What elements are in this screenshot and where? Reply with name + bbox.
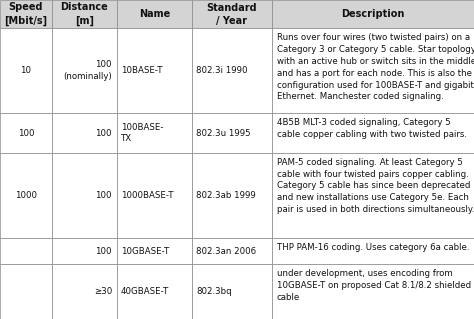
Text: 802.3i 1990: 802.3i 1990 bbox=[196, 66, 247, 75]
Bar bbox=[117, 28, 192, 113]
Bar bbox=[52, 28, 117, 113]
Text: 100: 100 bbox=[95, 191, 112, 200]
Bar bbox=[52, 264, 117, 319]
Bar bbox=[272, 113, 474, 153]
Text: 802.3an 2006: 802.3an 2006 bbox=[196, 247, 256, 256]
Bar bbox=[192, 153, 272, 238]
Bar bbox=[0, 264, 52, 319]
Text: 100
(nominally): 100 (nominally) bbox=[63, 60, 112, 81]
Bar bbox=[117, 153, 192, 238]
Bar bbox=[52, 0, 117, 28]
Bar bbox=[117, 113, 192, 153]
Bar bbox=[52, 238, 117, 264]
Text: under development, uses encoding from
10GBASE-T on proposed Cat 8.1/8.2 shielded: under development, uses encoding from 10… bbox=[277, 269, 471, 302]
Text: 802.3bq: 802.3bq bbox=[196, 287, 232, 296]
Text: 100: 100 bbox=[95, 129, 112, 137]
Text: ≥30: ≥30 bbox=[94, 287, 112, 296]
Bar bbox=[272, 0, 474, 28]
Bar bbox=[117, 238, 192, 264]
Bar bbox=[0, 153, 52, 238]
Text: 10BASE-T: 10BASE-T bbox=[121, 66, 163, 75]
Bar bbox=[0, 28, 52, 113]
Bar bbox=[192, 264, 272, 319]
Bar bbox=[117, 264, 192, 319]
Text: 10GBASE-T: 10GBASE-T bbox=[121, 247, 169, 256]
Bar bbox=[0, 238, 52, 264]
Text: Runs over four wires (two twisted pairs) on a
Category 3 or Category 5 cable. St: Runs over four wires (two twisted pairs)… bbox=[277, 33, 474, 101]
Text: Standard
/ Year: Standard / Year bbox=[207, 3, 257, 26]
Text: 802.3u 1995: 802.3u 1995 bbox=[196, 129, 251, 137]
Bar bbox=[52, 113, 117, 153]
Bar bbox=[272, 153, 474, 238]
Bar bbox=[52, 153, 117, 238]
Text: Speed
[Mbit/s]: Speed [Mbit/s] bbox=[4, 3, 47, 26]
Text: 100: 100 bbox=[18, 129, 34, 137]
Text: THP PAM-16 coding. Uses category 6a cable.: THP PAM-16 coding. Uses category 6a cabl… bbox=[277, 243, 470, 252]
Text: 802.3ab 1999: 802.3ab 1999 bbox=[196, 191, 256, 200]
Text: PAM-5 coded signaling. At least Category 5
cable with four twisted pairs copper : PAM-5 coded signaling. At least Category… bbox=[277, 158, 474, 214]
Bar bbox=[0, 113, 52, 153]
Text: 100BASE-
TX: 100BASE- TX bbox=[121, 123, 164, 144]
Text: Description: Description bbox=[341, 9, 405, 19]
Text: 1000: 1000 bbox=[15, 191, 37, 200]
Text: 1000BASE-T: 1000BASE-T bbox=[121, 191, 173, 200]
Text: 100: 100 bbox=[95, 247, 112, 256]
Bar bbox=[272, 264, 474, 319]
Bar bbox=[192, 28, 272, 113]
Text: 40GBASE-T: 40GBASE-T bbox=[121, 287, 169, 296]
Bar bbox=[117, 0, 192, 28]
Text: Distance
[m]: Distance [m] bbox=[61, 3, 109, 26]
Bar bbox=[192, 238, 272, 264]
Bar bbox=[192, 113, 272, 153]
Text: 4B5B MLT-3 coded signaling, Category 5
cable copper cabling with two twisted pai: 4B5B MLT-3 coded signaling, Category 5 c… bbox=[277, 118, 467, 139]
Bar bbox=[272, 28, 474, 113]
Text: 10: 10 bbox=[20, 66, 31, 75]
Text: Name: Name bbox=[139, 9, 170, 19]
Bar bbox=[0, 0, 52, 28]
Bar bbox=[192, 0, 272, 28]
Bar bbox=[272, 238, 474, 264]
